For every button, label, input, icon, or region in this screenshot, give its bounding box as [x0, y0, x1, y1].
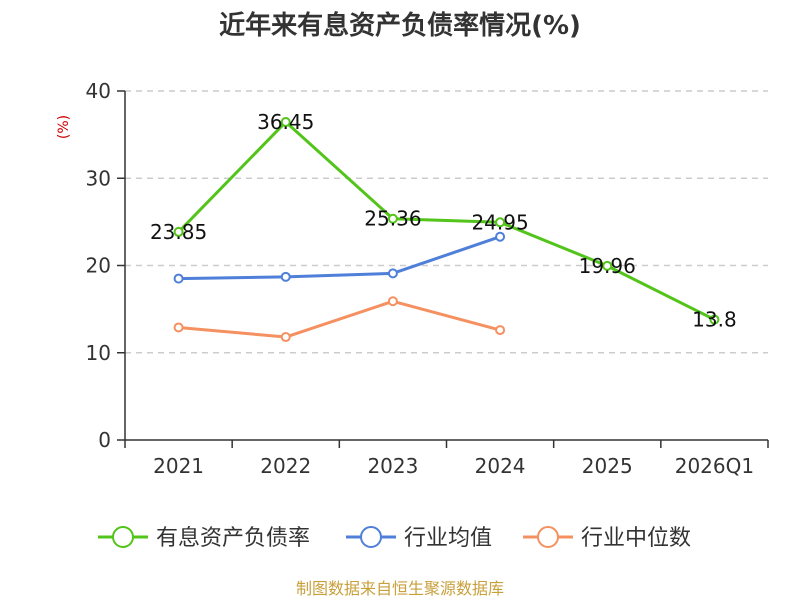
data-label: 23.85 — [150, 220, 207, 244]
data-label: 13.8 — [692, 308, 737, 332]
grid-lines — [125, 90, 768, 354]
y-tick-label: 40 — [86, 79, 111, 103]
legend-marker — [360, 526, 382, 548]
data-point — [173, 322, 184, 333]
axes: 0 10 20 30 40 2021 2022 2023 2024 2025 2026Q1 — [86, 79, 769, 478]
series-3 — [173, 296, 506, 343]
x-tick-label: 2022 — [260, 454, 311, 478]
series-layer — [173, 116, 720, 343]
y-tick-label: 20 — [86, 254, 111, 278]
data-point — [280, 332, 291, 343]
legend-label: 有息资产负债率 — [156, 526, 310, 551]
x-tick-label: 2026Q1 — [675, 454, 754, 478]
data-point — [495, 217, 506, 228]
data-point — [280, 116, 291, 127]
source-note: 制图数据来自恒生聚源数据库 — [296, 579, 504, 598]
data-label: 25.36 — [364, 207, 421, 231]
chart-title: 近年来有息资产负债率情况(%) — [219, 10, 581, 41]
data-point — [173, 273, 184, 284]
series-line — [178, 299, 501, 339]
legend-item-1: 有息资产负债率 — [98, 526, 310, 551]
data-point — [387, 213, 398, 224]
series-line — [178, 235, 501, 281]
series-1 — [173, 116, 720, 325]
x-tick-label: 2021 — [153, 454, 204, 478]
series-line — [177, 120, 716, 321]
series-2 — [173, 231, 506, 284]
y-tick-label: 10 — [86, 341, 111, 365]
data-point — [280, 271, 291, 282]
data-point — [709, 314, 720, 325]
y-tick-label: 30 — [86, 166, 111, 190]
legend-marker — [112, 526, 134, 548]
legend-label: 行业均值 — [404, 526, 492, 551]
data-label: 36.45 — [257, 110, 314, 134]
x-tick-label: 2025 — [582, 454, 633, 478]
legend-item-2: 行业均值 — [346, 526, 492, 551]
data-point — [495, 325, 506, 336]
data-label: 19.96 — [579, 254, 636, 278]
legend: 有息资产负债率 行业均值 行业中位数 — [98, 526, 691, 551]
data-point — [387, 296, 398, 307]
data-point — [387, 268, 398, 279]
legend-item-3: 行业中位数 — [523, 526, 691, 551]
data-labels: 23.85 36.45 25.36 24.95 19.96 13.8 — [150, 110, 737, 332]
y-axis-label: (%) — [56, 115, 72, 139]
legend-marker — [537, 526, 559, 548]
data-point — [602, 260, 613, 271]
x-tick-label: 2024 — [475, 454, 526, 478]
data-label: 24.95 — [471, 210, 528, 234]
data-point — [173, 226, 184, 237]
x-tick-label: 2023 — [367, 454, 418, 478]
legend-label: 行业中位数 — [581, 526, 691, 551]
y-tick-label: 0 — [98, 428, 111, 452]
data-point — [495, 231, 506, 242]
